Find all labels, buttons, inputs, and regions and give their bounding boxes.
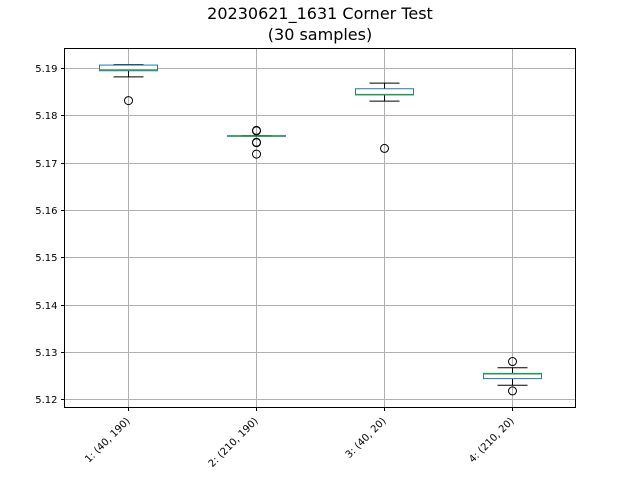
chart-title-line-2: (30 samples)	[268, 25, 372, 44]
outlier-point	[252, 126, 261, 136]
outlier-point	[508, 357, 517, 367]
x-tick-label: 4: (210, 20)	[467, 416, 516, 465]
y-tick-label: 5.16	[35, 206, 57, 217]
outlier-point	[124, 96, 133, 106]
grid-lines	[64, 48, 576, 408]
box-series	[99, 64, 542, 396]
outlier-point	[380, 143, 389, 153]
outlier-point	[252, 149, 261, 159]
box-3	[355, 82, 414, 153]
y-tick-label: 5.15	[35, 253, 57, 264]
outlier-point	[252, 138, 261, 148]
plot-area-frame	[64, 48, 576, 408]
y-tick-label: 5.14	[35, 301, 57, 312]
chart-title-line-1: 20230621_1631 Corner Test	[207, 4, 433, 24]
y-axis: 5.12 5.13 5.14 5.15 5.16 5.17 5.18 5.19	[35, 64, 65, 406]
x-tick-label: 2: (210, 190)	[207, 416, 261, 470]
y-tick-label: 5.13	[35, 348, 57, 359]
y-tick-label: 5.19	[35, 64, 57, 75]
x-tick-label: 3: (40, 20)	[344, 416, 389, 461]
y-tick-label: 5.18	[35, 111, 57, 122]
y-tick-label: 5.17	[35, 159, 57, 170]
outlier-point	[508, 386, 517, 396]
box-2	[227, 125, 286, 159]
iqr-box	[99, 64, 158, 72]
box-1	[99, 64, 158, 106]
y-tick-label: 5.12	[35, 395, 57, 406]
x-axis: 1: (40, 190) 2: (210, 190) 3: (40, 20) 4: (…	[83, 407, 517, 470]
x-tick-label: 1: (40, 190)	[83, 416, 132, 465]
box-4	[483, 357, 542, 396]
